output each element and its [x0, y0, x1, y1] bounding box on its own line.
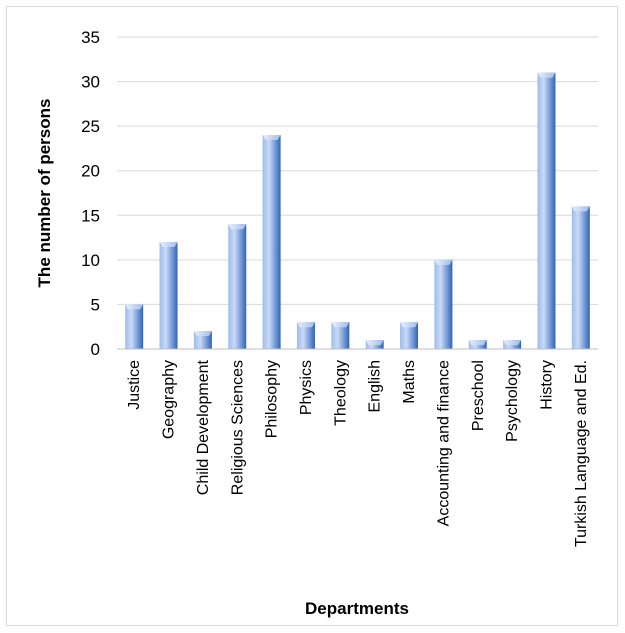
bar-body: [296, 322, 315, 349]
x-axis-labels: Justice Geography Child Development Religio…: [126, 359, 590, 547]
x-tick-label: Religious Sciences: [229, 360, 246, 495]
x-tick-label: Psychology: [504, 360, 521, 442]
bar-body: [571, 206, 590, 349]
bar-body: [125, 304, 144, 349]
bar-body: [228, 224, 247, 349]
bar-top: [228, 224, 247, 230]
bar: [365, 340, 384, 349]
bar: [159, 242, 178, 349]
x-axis-title: Departments: [305, 599, 409, 618]
bar: [400, 322, 419, 349]
x-tick-label: Child Development: [195, 359, 212, 495]
x-tick-label: Geography: [161, 360, 178, 439]
x-tick-label: Accounting and finance: [435, 360, 452, 526]
y-axis-ticks: 0 5 10 15 20 25 30 35: [81, 28, 100, 359]
y-axis-title: The number of persons: [35, 99, 54, 288]
x-tick-label: Justice: [126, 360, 143, 410]
bar-body: [262, 135, 281, 349]
bar: [331, 322, 350, 349]
bar: [262, 135, 281, 349]
bar-top: [331, 322, 350, 328]
y-tick-label: 20: [81, 162, 100, 181]
bar: [125, 304, 144, 349]
bar-top: [571, 206, 590, 212]
chart-frame: [6, 6, 618, 626]
bar: [296, 322, 315, 349]
x-tick-label: Philosophy: [264, 360, 281, 438]
y-tick-label: 30: [81, 73, 100, 92]
bar-top: [537, 72, 556, 78]
bar: [468, 340, 487, 349]
y-tick-label: 35: [81, 28, 100, 47]
bar-top: [296, 322, 315, 328]
bar-body: [400, 322, 419, 349]
x-tick-label: English: [367, 360, 384, 412]
bar-top: [434, 259, 453, 265]
bar: [193, 331, 212, 349]
bar-body: [434, 259, 453, 349]
bar: [503, 340, 522, 349]
bars: [125, 72, 590, 350]
y-tick-label: 15: [81, 206, 100, 225]
bar-top: [365, 340, 384, 346]
bar: [434, 259, 453, 349]
y-tick-label: 25: [81, 117, 100, 136]
bar-top: [400, 322, 419, 328]
bar-top: [503, 340, 522, 346]
x-tick-label: Turkish Language and Ed.: [573, 360, 590, 547]
bar-top: [193, 331, 212, 337]
x-tick-label: Physics: [298, 360, 315, 415]
bar-body: [159, 242, 178, 349]
x-tick-label: Preschool: [470, 360, 487, 431]
x-tick-label: History: [538, 360, 555, 410]
x-tick-label: Maths: [401, 360, 418, 404]
bar-top: [125, 304, 144, 310]
bar: [571, 206, 590, 349]
y-tick-label: 0: [91, 340, 100, 359]
bar: [537, 72, 556, 350]
bar-top: [262, 135, 281, 141]
bar: [228, 224, 247, 349]
x-tick-label: Theology: [332, 360, 349, 426]
y-tick-label: 5: [91, 295, 100, 314]
bar-body: [331, 322, 350, 349]
bar-body: [537, 72, 556, 350]
bar-top: [468, 340, 487, 346]
gridlines: [117, 36, 598, 305]
bar-top: [159, 242, 178, 248]
y-tick-label: 10: [81, 251, 100, 270]
